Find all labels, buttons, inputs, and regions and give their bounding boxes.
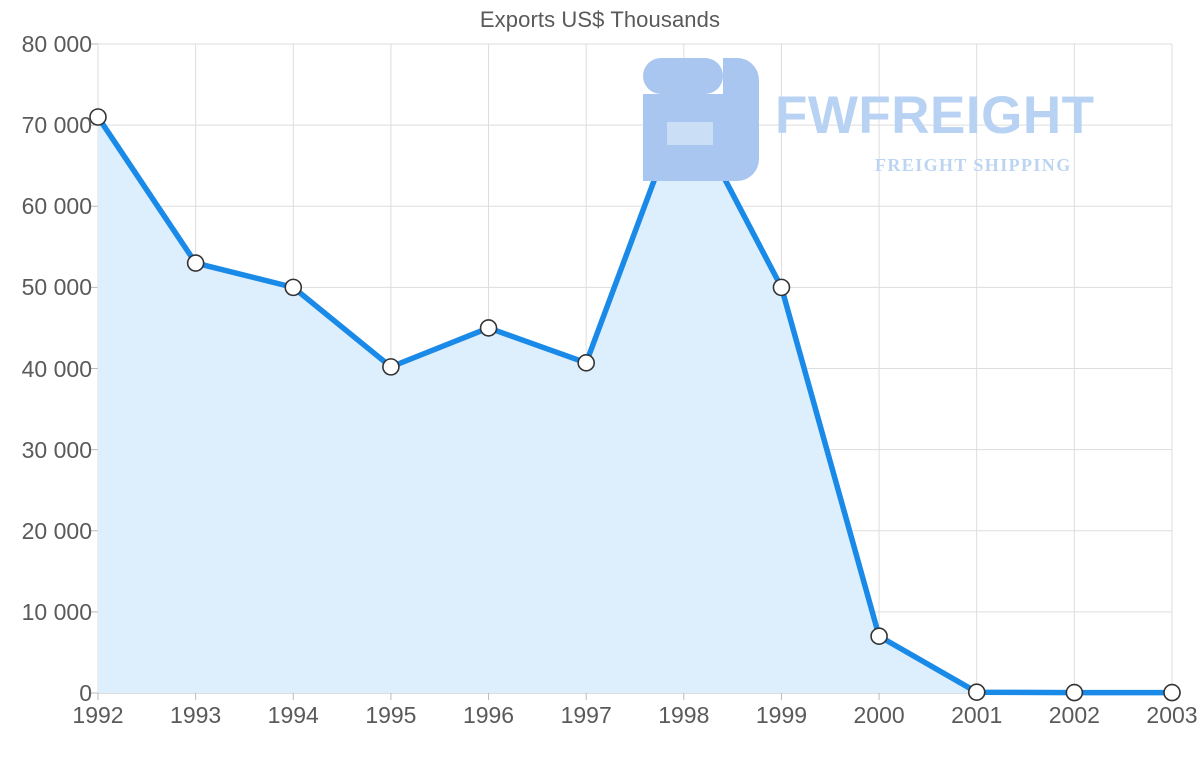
x-axis-tick-label: 2001: [951, 702, 1003, 728]
x-axis-tick-label: 1993: [170, 702, 222, 728]
x-axis-tick-label: 1995: [365, 702, 417, 728]
data-point-marker[interactable]: [382, 358, 400, 376]
area-fill: [98, 100, 1172, 694]
y-axis-tick-label: 20 000: [21, 517, 92, 544]
y-axis-tick-label: 70 000: [21, 112, 92, 139]
data-point-marker[interactable]: [577, 354, 595, 372]
y-axis-tick-label: 0: [79, 680, 92, 706]
data-point-marker[interactable]: [479, 319, 498, 337]
data-point-marker[interactable]: [186, 254, 205, 272]
x-axis-tick-label: 1992: [72, 702, 124, 728]
data-point-marker[interactable]: [284, 278, 303, 297]
y-axis-tick-label: 40 000: [21, 355, 92, 382]
data-point-marker[interactable]: [1065, 683, 1084, 702]
x-axis-tick-label: 2000: [853, 702, 905, 728]
y-axis: 0 10 000 20 000 30 000 40 000 50 000 60 000 70 …: [0, 0, 92, 763]
data-point-marker[interactable]: [870, 627, 888, 646]
y-axis-tick-label: 50 000: [21, 274, 92, 301]
x-axis-tick-label: 1997: [560, 702, 612, 728]
data-point-marker[interactable]: [89, 108, 107, 126]
x-axis-tick-label: 1999: [755, 702, 808, 728]
x-axis-tick-label: 1996: [462, 702, 515, 728]
x-axis-tick-label: 2002: [1048, 702, 1100, 728]
x-axis-tick-label: 2003: [1146, 702, 1198, 728]
chart-title: Exports US$ Thousands: [479, 7, 721, 32]
data-point-marker[interactable]: [772, 278, 791, 297]
y-axis-tick-label: 30 000: [21, 436, 92, 463]
data-point-marker[interactable]: [1163, 683, 1181, 702]
y-axis-tick-label: 60 000: [21, 193, 92, 220]
data-point-marker[interactable]: [967, 683, 986, 701]
x-axis-tick-label: 1998: [658, 702, 710, 728]
y-axis-tick-label: 80 000: [21, 31, 92, 57]
y-axis-tick-label: 10 000: [21, 598, 92, 625]
x-axis-tick-label: 1994: [267, 702, 319, 728]
series-line: [95, 98, 1175, 696]
